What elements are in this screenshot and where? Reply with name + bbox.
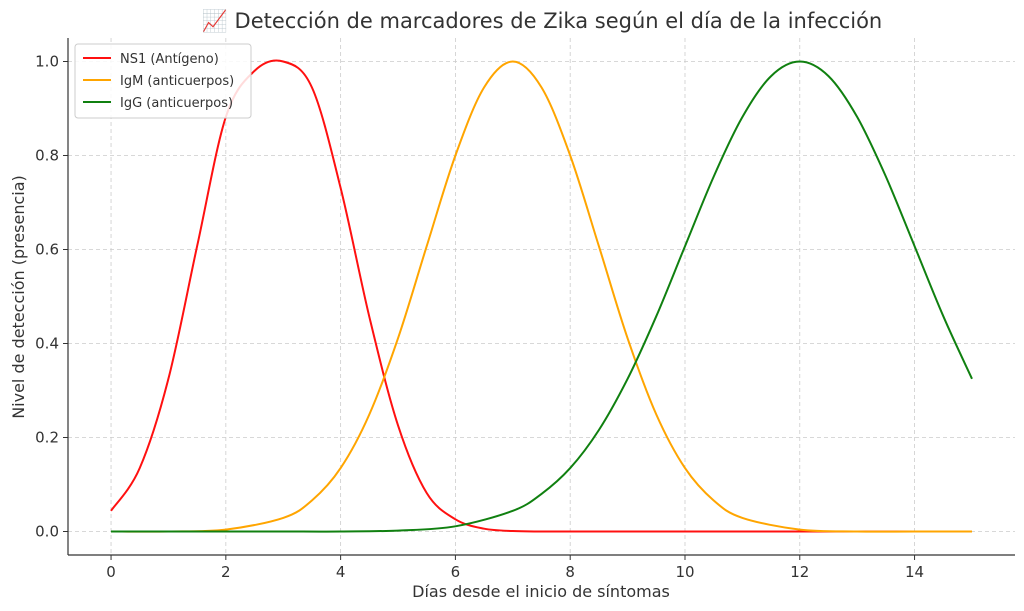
x-tick-label: 12 (790, 563, 809, 581)
x-tick-label: 6 (451, 563, 461, 581)
x-tick-label: 0 (106, 563, 116, 581)
y-tick-label: 0.4 (35, 335, 59, 353)
series-line-igg (111, 60, 973, 533)
y-tick-label: 0.2 (35, 429, 59, 447)
y-tick-label: 0.8 (35, 147, 59, 165)
ticks: 0 2 4 6 8 10 12 14 0.0 0.2 0.4 0.6 0.8 1.0 (35, 53, 924, 582)
y-axis-label: Nivel de detección (presencia) (9, 175, 28, 419)
legend-box (74, 43, 252, 119)
y-tick-label: 1.0 (35, 53, 59, 71)
y-tick-label: 0.0 (35, 523, 59, 541)
series-layer (110, 59, 973, 533)
legend: NS1 (Antígeno) IgM (anticuerpos) IgG (anti… (74, 43, 252, 119)
x-tick-label: 4 (336, 563, 346, 581)
chart-title: 📈 Detección de marcadores de Zika según … (202, 8, 883, 33)
x-tick-label: 14 (905, 563, 924, 581)
legend-label-igm: IgM (anticuerpos) (120, 74, 234, 89)
x-tick-label: 10 (675, 563, 694, 581)
x-tick-label: 2 (221, 563, 231, 581)
legend-label-ns1: NS1 (Antígeno) (120, 52, 219, 67)
series-line-igm (110, 60, 972, 533)
series-line-ns1 (110, 59, 972, 533)
x-tick-label: 8 (565, 563, 575, 581)
y-tick-label: 0.6 (35, 241, 59, 259)
legend-label-igg: IgG (anticuerpos) (120, 96, 233, 111)
x-axis-label: Días desde el inicio de síntomas (412, 582, 670, 601)
